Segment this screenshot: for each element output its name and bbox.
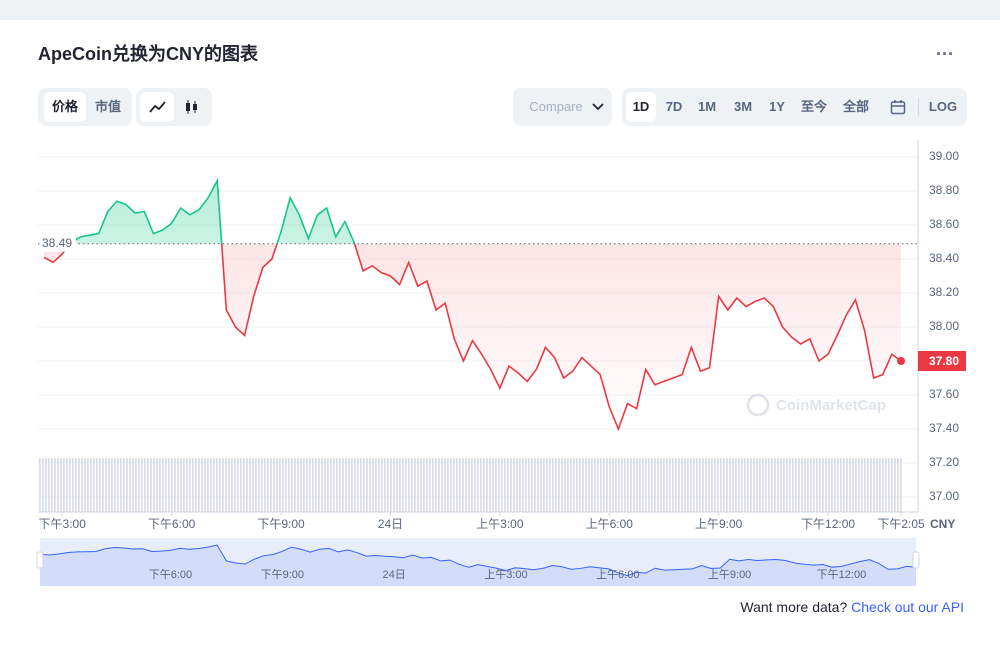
compare[interactable]: Compare	[513, 88, 612, 126]
navigator-tick-label: 上午6:00	[596, 568, 639, 581]
navigator-tick-label: 上午9:00	[708, 568, 751, 581]
footer: Want more data? Check out our API	[740, 599, 964, 615]
last-point	[897, 357, 905, 365]
range[interactable]: 至今	[800, 99, 827, 114]
current-price: 37.80	[929, 354, 959, 368]
chevron	[592, 103, 604, 111]
baseline-label-bg	[40, 235, 76, 252]
metric-tabs: 价格 市值	[38, 88, 132, 126]
area-down	[44, 243, 901, 429]
x-tick-label: 上午6:00	[586, 517, 634, 531]
x-tick-label: 下午3:00	[39, 517, 87, 531]
y-tick-label: 39.00	[929, 149, 959, 163]
title: ApeCoin兑换为CNY的图表	[38, 44, 258, 64]
navigator-area	[40, 545, 916, 586]
y-tick-label: 38.60	[929, 217, 959, 231]
y-tick-label: 38.00	[929, 319, 959, 333]
range[interactable]: 3M	[733, 99, 753, 114]
navigator-tick-label: 下午12:00	[817, 568, 867, 581]
tab-marketcap[interactable]: 市值	[94, 99, 121, 114]
y-tick-label: 38.80	[929, 183, 959, 197]
y-tick-label: 37.00	[929, 489, 959, 503]
range[interactable]: 全部	[842, 99, 869, 114]
line-type[interactable]	[140, 92, 174, 122]
navigator-line	[39, 544, 917, 577]
footer-prompt: Want more data?	[740, 599, 848, 615]
nav-handle-left[interactable]	[40, 536, 44, 586]
range-tabs: 1D 7D 1M 3M 1Y 至今 全部 LOG	[622, 88, 967, 126]
top-band	[0, 0, 1000, 20]
navigator-tick-label: 下午9:00	[261, 568, 304, 581]
log-toggle[interactable]: LOG	[928, 99, 958, 114]
area-up	[70, 180, 355, 244]
y-tick-label: 38.20	[929, 285, 959, 299]
x-tick-label: 下午9:00	[257, 517, 305, 531]
x-tick-label: 24日	[378, 517, 403, 531]
watermark: CoinMarketCap	[746, 393, 886, 417]
x-tick-label: 下午6:00	[148, 517, 196, 531]
calendar[interactable]	[890, 99, 906, 115]
api-link[interactable]: Check out our API	[851, 599, 964, 615]
navigator-tick-label: 上午3:00	[484, 568, 527, 581]
x-tick-label: 上午3:00	[476, 517, 524, 531]
range[interactable]: 1D	[626, 92, 656, 122]
tab-price[interactable]: 价格	[44, 92, 86, 122]
range[interactable]: 1Y	[769, 99, 785, 114]
navigator-handle	[912, 551, 920, 569]
chart: CNY CoinMarketCap 37.00 37.20 37.40 37.60 37…	[36, 140, 966, 586]
x-tick-label: 下午12:00	[801, 517, 855, 531]
compare-label: Compare	[529, 99, 583, 114]
navigator-handle	[36, 551, 44, 569]
y-tick-label: 38.40	[929, 251, 959, 265]
baseline-label: 38.49	[42, 236, 72, 250]
current-price-bg	[918, 351, 966, 371]
y-tick-label: 37.20	[929, 455, 959, 469]
y-unit: CNY	[930, 517, 955, 531]
price-line-up	[69, 177, 356, 244]
candle-type[interactable]	[176, 92, 208, 122]
navigator-tick-label: 24日	[383, 569, 406, 581]
range[interactable]: 7D	[665, 99, 683, 114]
y-tick-label: 37.60	[929, 387, 959, 401]
price-line-down	[43, 243, 902, 432]
y-tick-label: 37.40	[929, 421, 959, 435]
volume-band	[38, 458, 902, 512]
navigator-tick-label: 下午6:00	[149, 568, 192, 581]
more-menu[interactable]: ···	[936, 44, 954, 64]
x-tick-label: 下午2:05	[877, 517, 925, 531]
watermark-text: CoinMarketCap	[776, 397, 886, 414]
range[interactable]: 1M	[697, 99, 717, 114]
x-tick-label: 上午9:00	[695, 517, 743, 531]
divider	[918, 98, 919, 116]
chart-type	[136, 88, 212, 126]
